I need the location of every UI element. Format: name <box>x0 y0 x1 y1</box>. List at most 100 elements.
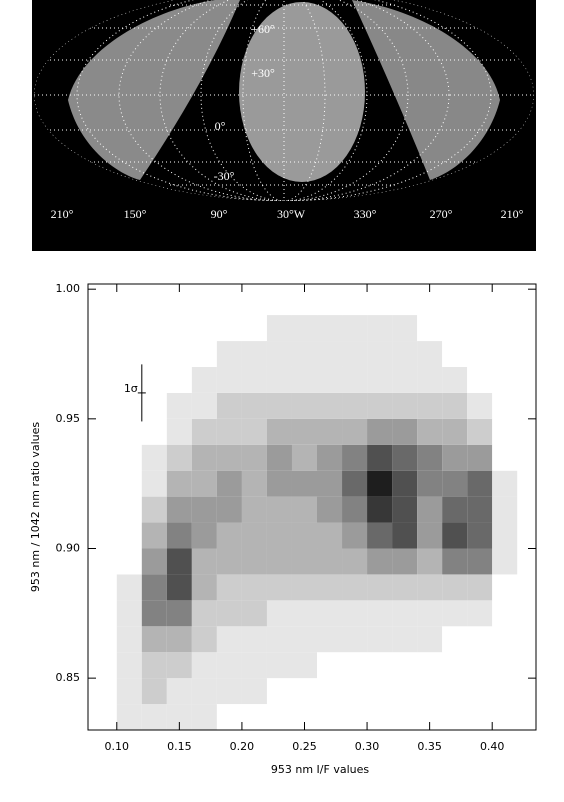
density-cell <box>417 444 443 471</box>
density-cell <box>342 678 368 705</box>
density-cell <box>467 574 493 601</box>
density-cell <box>241 626 267 653</box>
density-cell <box>467 522 493 549</box>
density-cell <box>492 704 518 730</box>
density-cell <box>191 341 217 367</box>
density-cell <box>317 418 343 445</box>
density-cell <box>166 600 192 627</box>
density-cell <box>241 496 267 523</box>
x-tick-label: 0.35 <box>417 740 442 753</box>
density-cell <box>266 315 292 342</box>
density-cell <box>116 652 142 679</box>
density-cell <box>342 418 368 445</box>
density-cell <box>392 418 418 445</box>
density-cell <box>116 522 142 549</box>
density-cell <box>266 496 292 523</box>
density-cell <box>216 315 242 342</box>
density-cell <box>291 444 318 471</box>
density-cell <box>367 315 393 342</box>
lon-label: 270° <box>430 207 453 221</box>
lat-label: 0° <box>215 119 226 133</box>
density-cell <box>241 341 267 367</box>
density-cell <box>342 600 368 627</box>
density-cell <box>141 444 167 471</box>
lon-label: 330° <box>354 207 377 221</box>
density-cell <box>492 444 518 471</box>
density-cell <box>241 600 267 627</box>
density-cell <box>392 704 418 730</box>
density-cell <box>241 704 267 730</box>
density-cell <box>266 548 292 575</box>
density-cell <box>492 496 518 523</box>
y-axis-label: 953 nm / 1042 nm ratio values <box>29 422 42 592</box>
density-cell <box>216 470 242 497</box>
density-cell <box>166 678 192 705</box>
density-cell <box>116 496 142 523</box>
density-cell <box>367 548 393 575</box>
density-cell <box>116 678 142 705</box>
density-cell <box>392 315 418 342</box>
density-cell <box>116 574 142 601</box>
x-tick-label: 0.30 <box>355 740 380 753</box>
density-cell <box>191 600 217 627</box>
density-cell <box>216 652 242 679</box>
density-cell <box>291 600 318 627</box>
x-tick-label: 0.15 <box>167 740 192 753</box>
density-cell <box>191 522 217 549</box>
density-cell <box>442 574 468 601</box>
x-tick-label: 0.25 <box>292 740 317 753</box>
density-cell <box>492 652 518 679</box>
density-cell <box>191 444 217 471</box>
density-cell <box>166 392 192 419</box>
lat-label: -30° <box>214 169 235 183</box>
density-cell <box>266 522 292 549</box>
density-cell <box>367 652 393 679</box>
density-cell <box>241 444 267 471</box>
map-panel: +60° +30° 0° -30° 210° 150° 90° 30°W 330° 270° 210… <box>32 0 536 251</box>
density-cell <box>116 470 142 497</box>
density-cell <box>417 341 443 367</box>
lon-label: 210° <box>51 207 74 221</box>
density-cell <box>417 522 443 549</box>
density-cell <box>492 392 518 419</box>
density-cell <box>216 574 242 601</box>
density-cell <box>442 444 468 471</box>
density-cell <box>342 392 368 419</box>
density-cell <box>141 652 167 679</box>
density-cell <box>442 392 468 419</box>
density-cell <box>291 574 318 601</box>
density-cell <box>317 341 343 367</box>
density-cell <box>467 315 493 342</box>
density-cell <box>417 315 443 342</box>
density-cell <box>116 392 142 419</box>
density-cell <box>317 626 343 653</box>
density-cell <box>317 366 343 393</box>
density-cell <box>442 704 468 730</box>
map-lobe <box>239 2 365 182</box>
density-cell <box>417 392 443 419</box>
density-cell <box>442 418 468 445</box>
density-cell <box>216 548 242 575</box>
density-cell <box>367 522 393 549</box>
density-cell <box>291 626 318 653</box>
density-cell <box>367 496 393 523</box>
density-cell <box>166 574 192 601</box>
density-cell <box>367 444 393 471</box>
density-cell <box>216 444 242 471</box>
y-tick-label: 1.00 <box>56 282 81 295</box>
density-cell <box>291 496 318 523</box>
density-cell <box>216 704 242 730</box>
density-cell <box>216 522 242 549</box>
density-cell <box>166 470 192 497</box>
error-bar-label: 1σ <box>124 382 138 395</box>
density-cell <box>191 574 217 601</box>
lat-label: +60° <box>251 22 275 36</box>
density-cell <box>166 626 192 653</box>
density-cell <box>342 704 368 730</box>
density-cell <box>216 392 242 419</box>
density-cell <box>367 704 393 730</box>
density-cell <box>467 626 493 653</box>
density-cell <box>467 652 493 679</box>
density-cell <box>216 678 242 705</box>
